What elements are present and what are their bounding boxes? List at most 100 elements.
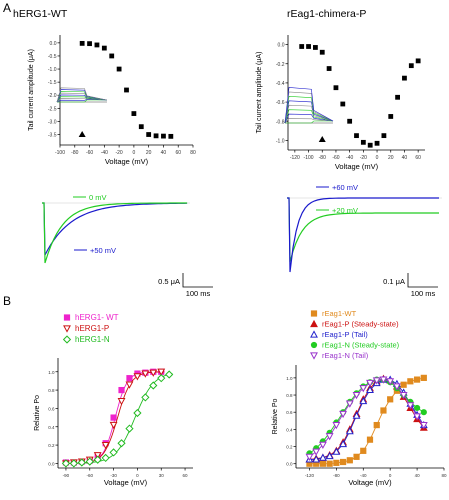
- x-tick-label: 80: [441, 473, 447, 478]
- chart-title: rEag1-chimera-P: [287, 8, 366, 20]
- data-point: [420, 374, 427, 381]
- data-point: [118, 386, 125, 394]
- data-point: [373, 421, 380, 429]
- panel-label-b: B: [3, 294, 11, 308]
- trace-label-lower: +20 mV: [332, 206, 358, 215]
- data-point: [306, 44, 311, 49]
- data-point: [69, 459, 78, 468]
- trace-upper: [287, 197, 439, 273]
- fit-line: [309, 379, 425, 460]
- data-point: [157, 368, 166, 376]
- data-point: [345, 400, 354, 408]
- data-point: [125, 424, 134, 433]
- x-tick-label: 40: [402, 155, 408, 161]
- y-tick-label: -0.4: [276, 81, 285, 87]
- x-tick-label: 0: [136, 473, 139, 478]
- data-point: [386, 378, 395, 386]
- x-tick-label: 20: [388, 155, 394, 161]
- data-point: [419, 421, 428, 430]
- y-tick-label: -1.0: [48, 67, 57, 73]
- legend-marker: [310, 352, 318, 360]
- data-point: [325, 433, 334, 441]
- legend-marker: [63, 325, 71, 333]
- data-point: [138, 124, 144, 130]
- data-point: [359, 385, 368, 393]
- data-point: [402, 75, 407, 81]
- data-point: [318, 453, 327, 461]
- data-point: [124, 87, 129, 93]
- inset-trace: [284, 118, 334, 124]
- data-point: [395, 94, 400, 100]
- eag-po-chart: -120 -80 -40 0 40 80 0.0 0.2 0.4 0.6 0.8 1.0 Voltage…: [272, 309, 447, 487]
- legend-marker: [310, 341, 318, 349]
- y-tick-label: 0.8: [48, 388, 55, 393]
- data-point: [360, 447, 367, 454]
- data-point: [79, 40, 85, 46]
- y-tick-label: 0.4: [286, 427, 293, 432]
- x-tick-label: -40: [101, 150, 108, 156]
- y-tick-label: 0.2: [48, 443, 55, 448]
- inset-trace: [284, 113, 334, 124]
- voltage-protocol-inset: [56, 87, 108, 103]
- scale-bar: [182, 273, 213, 288]
- data-point: [352, 391, 361, 400]
- x-tick-label: -80: [71, 150, 78, 156]
- data-point: [109, 421, 118, 430]
- data-point: [407, 378, 414, 385]
- y-tick-label: 0.6: [286, 410, 293, 415]
- y-axis-label: Relative Po: [34, 395, 41, 431]
- data-point: [399, 391, 408, 400]
- x-tick-label: -60: [87, 473, 94, 478]
- x-tick-label: 40: [161, 150, 167, 156]
- x-tick-label: 80: [190, 150, 196, 156]
- data-point: [372, 377, 381, 385]
- legend-label: hERG1-P: [75, 324, 109, 333]
- y-tick-label: -3.5: [48, 133, 57, 139]
- data-point: [326, 66, 332, 71]
- inset-trace: [57, 99, 107, 103]
- data-point: [126, 375, 133, 382]
- data-point: [392, 383, 401, 391]
- data-point: [94, 42, 100, 48]
- data-point: [146, 132, 152, 137]
- scale-amp-label: 0.1 μA: [383, 277, 405, 286]
- data-point: [125, 381, 134, 389]
- y-tick-label: -1.5: [48, 80, 57, 86]
- data-point: [346, 457, 353, 464]
- y-tick-label: -2.0: [48, 93, 57, 99]
- data-point: [420, 409, 427, 416]
- data-point: [366, 436, 374, 443]
- data-point: [312, 455, 321, 463]
- data-point: [332, 447, 341, 455]
- inset-trace: [284, 104, 334, 124]
- data-point: [131, 111, 137, 116]
- inset-trace: [56, 91, 108, 103]
- x-axis-label: Voltage (mV): [104, 478, 148, 487]
- data-point: [339, 410, 348, 419]
- legend-label: rEag1-P (Tail): [322, 330, 368, 339]
- data-point: [380, 407, 387, 414]
- data-point: [133, 373, 142, 381]
- x-axis-label: Voltage (mV): [335, 162, 379, 171]
- data-point: [313, 45, 318, 50]
- eag-iv-chart: -120 -100 -80 -60 -40 -20 0 20 40 60 0.0 -0.2 -0.4 -0…: [256, 8, 425, 171]
- legend-label: hERG1-N: [75, 335, 110, 344]
- x-tick-label: 0: [389, 473, 392, 478]
- data-point: [117, 439, 126, 448]
- y-tick-label: 0.0: [278, 43, 285, 49]
- x-tick-label: 60: [175, 150, 181, 156]
- x-tick-label: -20: [360, 155, 367, 161]
- trace-label-upper: +60 mV: [332, 183, 358, 192]
- trace-label-upper: 0 mV: [89, 193, 107, 202]
- data-point: [161, 133, 166, 139]
- inset-trace: [56, 92, 108, 103]
- legend-marker: [310, 310, 318, 317]
- x-tick-label: -120: [290, 155, 300, 161]
- inset-trace: [284, 109, 334, 124]
- x-tick-label: -40: [346, 155, 353, 161]
- herg-po-chart: -90 -60 -30 0 30 60 0.0 0.2 0.4 0.6 0.8 1.0 Voltage …: [34, 313, 193, 487]
- y-tick-label: 0.0: [50, 41, 57, 47]
- inset-trace: [56, 98, 108, 103]
- x-tick-label: -100: [55, 150, 65, 156]
- y-tick-label: -0.5: [48, 54, 57, 60]
